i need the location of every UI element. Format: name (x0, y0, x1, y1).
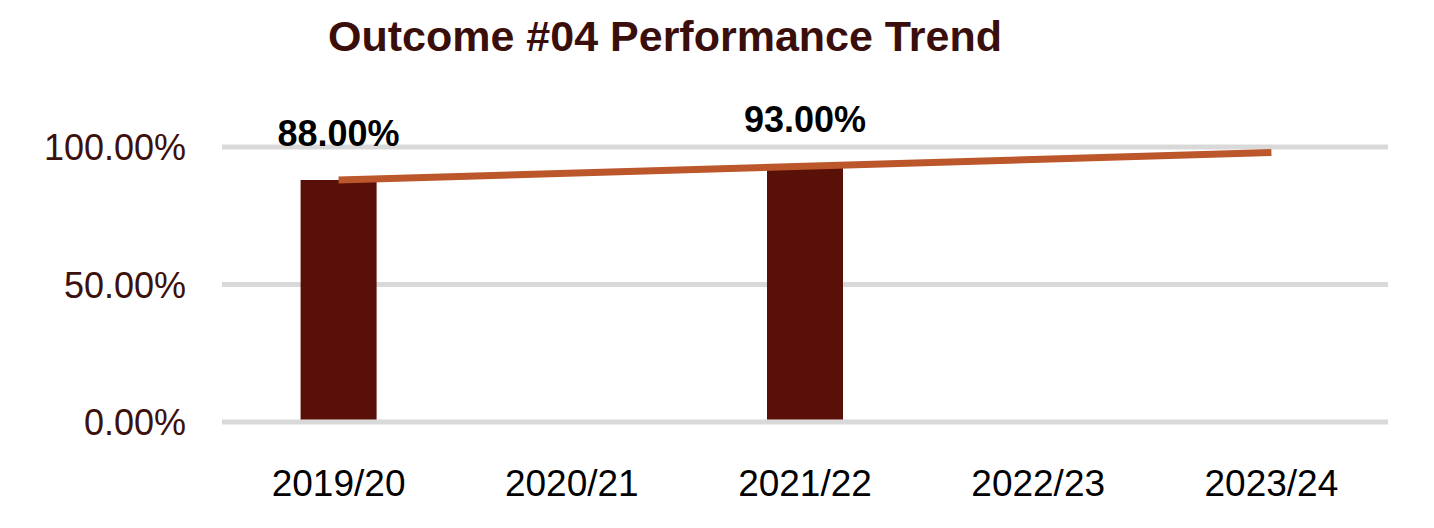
data-label: 88.00% (278, 113, 400, 154)
plot-area: 0.00% 50.00% 100.00% 88.00% 93.00% 2019/20 202… (0, 0, 1434, 528)
y-tick-label: 50.00% (64, 265, 186, 306)
bar (767, 166, 843, 419)
x-axis-label: 2023/24 (1205, 463, 1339, 504)
bar (301, 180, 377, 420)
data-label: 93.00% (744, 99, 866, 140)
x-axis-label: 2019/20 (272, 463, 406, 504)
performance-trend-chart: Outcome #04 Performance Trend 0.00%50.00… (0, 0, 1434, 528)
x-axis-label: 2022/23 (971, 463, 1105, 504)
y-tick-label: 100.00% (44, 127, 186, 168)
y-tick-label: 0.00% (84, 402, 186, 443)
x-axis-label: 2020/21 (505, 463, 639, 504)
x-axis-label: 2021/22 (738, 463, 872, 504)
